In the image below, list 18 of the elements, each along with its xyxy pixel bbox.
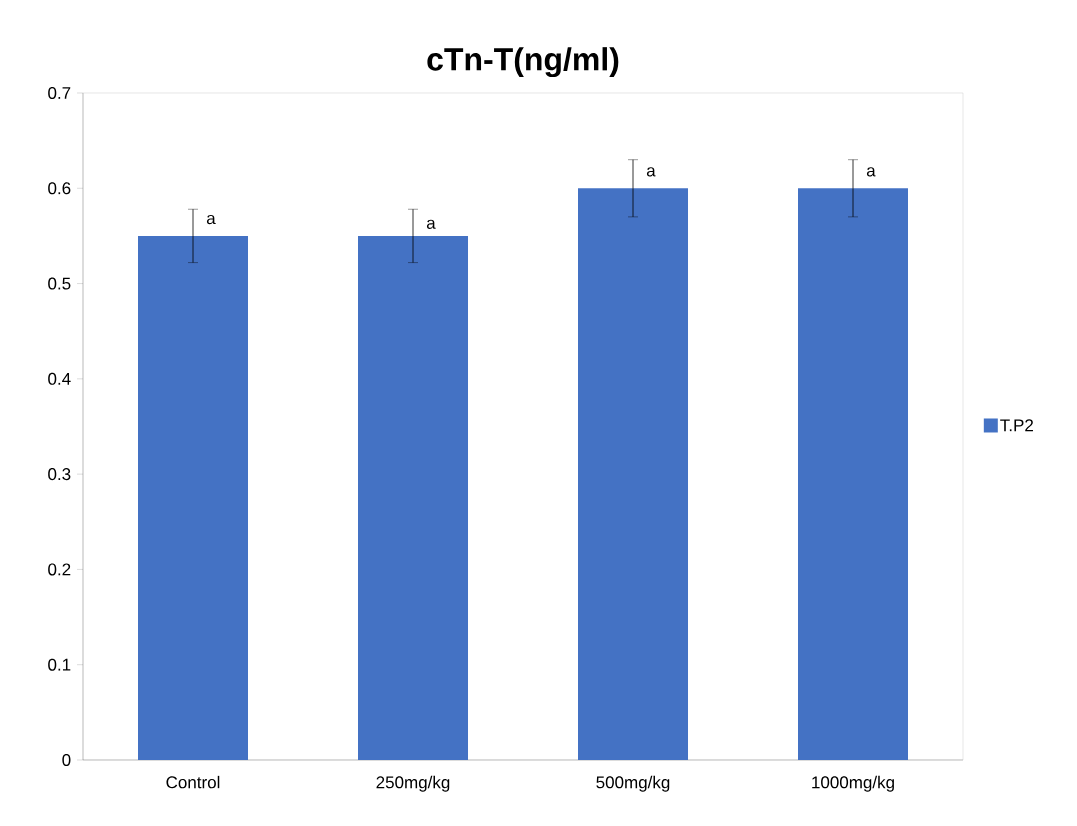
y-tick-label: 0.7 [48, 86, 71, 100]
y-tick-label: 0.5 [48, 277, 71, 290]
chart-title: cTn-T(ng/ml) [427, 47, 619, 78]
y-tick-label: 0.6 [48, 182, 71, 195]
annotation: a [646, 167, 656, 177]
y-tick-label: 0.1 [48, 658, 71, 671]
y-tick-label: 0.3 [48, 468, 71, 481]
y-tick-label: 0.2 [48, 563, 71, 576]
legend-label: T.P2 [1000, 419, 1033, 432]
y-tick-label: 0 [62, 753, 71, 767]
annotation: a [866, 167, 876, 177]
x-tick-label: Control [166, 775, 220, 789]
annotation: a [206, 214, 216, 225]
annotation: a [426, 219, 436, 229]
x-tick-label: 250mg/kg [376, 775, 450, 792]
x-tick-label: 1000mg/kg [812, 775, 894, 792]
x-tick-label: 500mg/kg [596, 775, 670, 792]
y-tick-label: 0.4 [48, 372, 71, 385]
